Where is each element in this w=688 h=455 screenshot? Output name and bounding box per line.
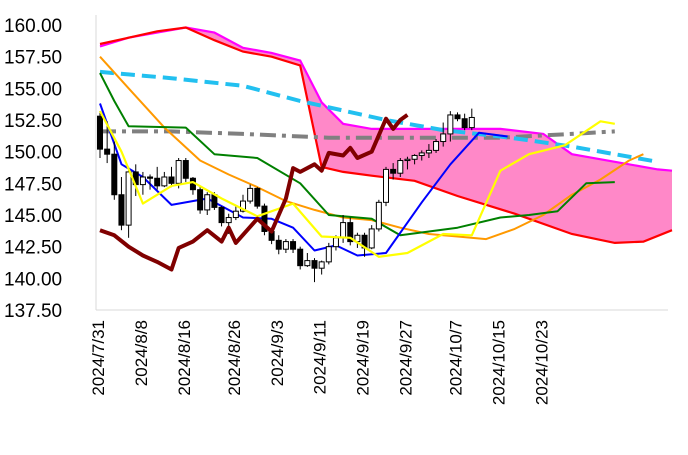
- candle-up: [425, 149, 432, 154]
- candle-down: [118, 194, 125, 226]
- candle-down: [390, 168, 397, 174]
- candle-up: [125, 171, 132, 226]
- candle-up: [418, 152, 425, 156]
- candle-down: [97, 115, 103, 150]
- candlesticks: [97, 108, 475, 283]
- candle-down: [347, 222, 354, 243]
- base-line-kijun: [99, 72, 615, 237]
- x-tick-label: 2024/10/7: [447, 320, 466, 396]
- candle-up: [175, 160, 182, 184]
- candle-down: [111, 153, 118, 196]
- candle-up: [368, 228, 375, 249]
- x-tick-label: 2024/10/23: [532, 320, 551, 405]
- sma-short-line: [99, 110, 615, 258]
- candle-up: [161, 176, 168, 187]
- conversion-line-tenkan: [99, 103, 508, 257]
- candle-down: [154, 177, 161, 187]
- y-tick-label: 152.50: [4, 111, 62, 132]
- y-tick-label: 150.00: [4, 143, 62, 164]
- indicator-lines: [99, 56, 659, 257]
- y-tick-label: 155.00: [4, 79, 62, 100]
- candle-down: [254, 187, 261, 207]
- candle-down: [218, 206, 225, 224]
- y-tick-label: 140.00: [4, 269, 62, 290]
- candle-up: [232, 210, 239, 219]
- candle-up: [468, 116, 475, 129]
- y-tick-label: 145.00: [4, 206, 62, 227]
- candle-up: [304, 260, 311, 267]
- candle-up: [282, 241, 289, 250]
- x-tick-label: 2024/8/8: [132, 320, 151, 386]
- x-tick-label: 2024/8/16: [175, 320, 194, 396]
- axes: 160.00 157.50 155.00 152.50 150.00 147.50 145.…: [4, 15, 668, 405]
- sma-mid-line: [99, 56, 644, 241]
- candle-up: [139, 176, 146, 186]
- y-tick-label: 147.50: [4, 174, 62, 195]
- x-tick-label: 2024/8/26: [225, 320, 244, 396]
- y-tick-label: 142.50: [4, 238, 62, 259]
- candle-down: [311, 260, 318, 269]
- candle-up: [397, 160, 404, 174]
- x-tick-label: 2024/9/3: [268, 320, 287, 386]
- candle-down: [454, 114, 461, 120]
- candle-up: [318, 261, 325, 269]
- x-tick-label: 2024/10/15: [489, 320, 508, 405]
- candle-up: [440, 133, 447, 143]
- lagging-span-chikou: [99, 113, 409, 272]
- candle-up: [225, 217, 232, 224]
- candle-up: [404, 158, 411, 162]
- y-tick-label: 157.50: [4, 48, 62, 69]
- ichimoku-cloud: [99, 26, 673, 245]
- candle-up: [247, 187, 254, 202]
- candle-up: [204, 194, 211, 211]
- candle-down: [290, 241, 297, 250]
- candle-up: [325, 246, 332, 263]
- x-tick-label: 2024/9/27: [396, 320, 415, 396]
- candle-up: [433, 141, 440, 151]
- candle-down: [182, 160, 189, 179]
- candle-up: [340, 222, 347, 239]
- candle-up: [447, 114, 454, 135]
- lagging-span: [99, 110, 615, 272]
- candle-up: [383, 168, 389, 203]
- candle-up: [240, 200, 246, 212]
- cloud-bullish-area-3: [185, 27, 673, 243]
- candle-down: [168, 176, 175, 184]
- y-tick-label: 137.50: [4, 301, 62, 322]
- candle-down: [261, 205, 268, 232]
- x-tick-label: 2024/7/31: [89, 320, 108, 396]
- sma-long-dashed-line: [99, 69, 659, 164]
- candle-down: [104, 148, 111, 155]
- candle-up: [332, 237, 339, 248]
- y-tick-label: 160.00: [4, 16, 62, 37]
- x-tick-label: 2024/9/19: [354, 320, 373, 396]
- sma-longest-dashdot-line: [100, 129, 615, 140]
- candle-down: [147, 176, 154, 179]
- candle-down: [461, 118, 468, 129]
- x-tick-label: 2024/9/11: [311, 320, 330, 394]
- candle-down: [297, 248, 304, 267]
- candle-down: [197, 189, 204, 211]
- leading-span-b-line: [99, 26, 673, 245]
- candle-down: [275, 239, 282, 250]
- candle-up: [411, 154, 418, 160]
- candle-up: [375, 201, 382, 230]
